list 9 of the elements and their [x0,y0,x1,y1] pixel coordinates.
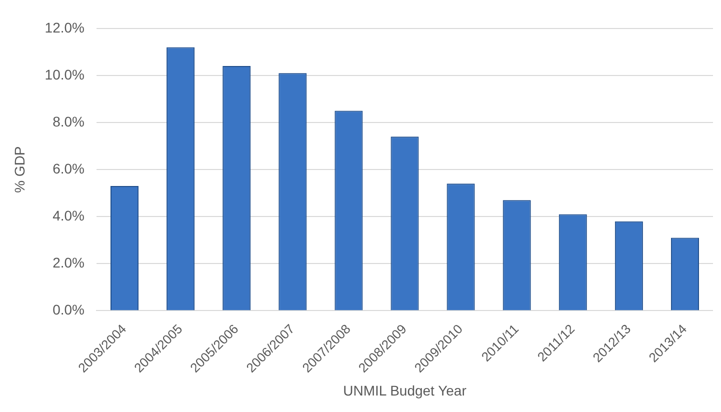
y-tick-label: 2.0% [52,254,84,271]
y-tick-label: 10.0% [44,66,84,82]
y-tick-label: 0.0% [52,302,84,318]
x-axis-title: UNMIL Budget Year [343,382,467,398]
y-tick-label: 6.0% [52,160,84,176]
y-tick-label: 12.0% [44,19,84,36]
y-tick-label: 4.0% [52,207,84,224]
y-axis-title: % GDP [11,146,28,193]
y-tick-label: 8.0% [52,113,84,130]
